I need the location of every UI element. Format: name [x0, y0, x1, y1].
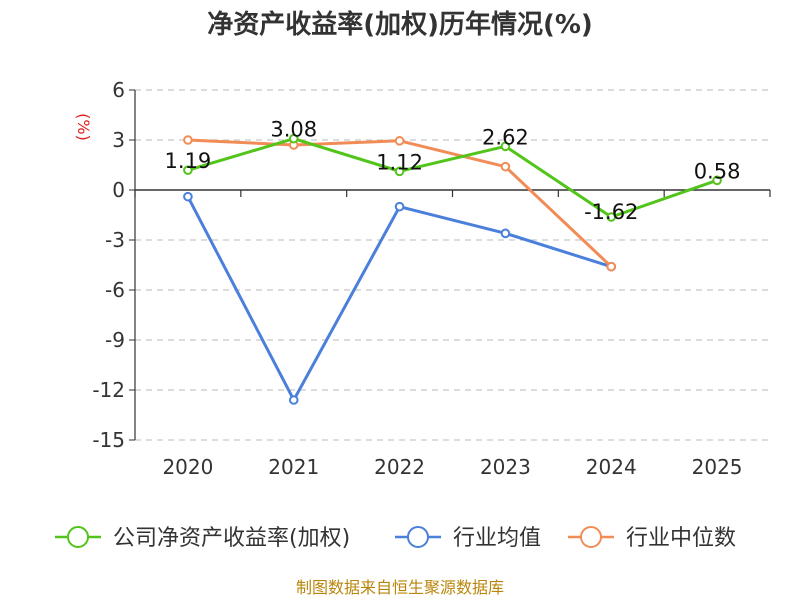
series-0-point-2024: [606, 212, 617, 222]
series-1-point-2020: [183, 191, 193, 202]
y-tick-label-0: 6: [112, 78, 125, 102]
y-axis-ticks: 6 3 0 -3 -6 -9 -12 -15: [92, 78, 136, 452]
x-tick-label-2021: 2021: [268, 455, 319, 479]
data-label-2023: 2.62: [482, 125, 529, 149]
series-2-point-2022: [394, 136, 405, 146]
data-label-2020: 1.19: [165, 149, 212, 173]
data-labels: 1.19 3.08 1.12 2.62 -1.62 0.58: [165, 118, 741, 224]
series-2-point-2024: [606, 261, 617, 272]
legend-marker-1: [407, 526, 429, 548]
series-line-0: [187, 137, 718, 219]
series-2-point-2020: [183, 135, 193, 145]
y-tick-label-1: 3: [112, 128, 125, 152]
series-0-point-2021: [288, 133, 299, 144]
y-tick-label-2: 0: [112, 178, 125, 202]
series-0-point-2025: [712, 175, 722, 186]
x-tick-label-2023: 2023: [480, 455, 531, 479]
series-1-point-2021: [288, 395, 299, 405]
data-label-2025: 0.58: [694, 159, 741, 183]
y-tick-label-4: -6: [105, 278, 125, 302]
grid-lines: [135, 89, 770, 441]
x-tick-label-2025: 2025: [692, 455, 743, 479]
legend-label-2: 行业中位数: [626, 526, 736, 551]
y-tick-label-7: -15: [92, 428, 125, 452]
data-label-2024: -1.62: [584, 200, 638, 224]
series-0-point-2022: [394, 166, 405, 177]
y-tick-label-6: -12: [92, 378, 125, 402]
x-axis: 2020 2021 2022 2023 2024 2025: [134, 189, 771, 479]
legend-item-1[interactable]: 行业均值: [395, 526, 541, 551]
source-note: 制图数据来自恒生聚源数据库: [296, 578, 504, 597]
y-tick-label-5: -9: [105, 328, 125, 352]
legend-label-1: 行业均值: [453, 526, 541, 551]
chart-title: 净资产收益率(加权)历年情况(%): [207, 9, 593, 40]
legend-item-2[interactable]: 行业中位数: [568, 526, 736, 551]
series-2-point-2023: [500, 161, 511, 172]
x-tick-label-2024: 2024: [586, 455, 637, 479]
data-label-2021: 3.08: [270, 118, 317, 142]
legend-marker-0: [67, 526, 89, 548]
series-layer: [183, 133, 722, 405]
y-tick-label-3: -3: [105, 228, 125, 252]
x-tick-label-2022: 2022: [374, 455, 425, 479]
series-1-point-2022: [394, 201, 405, 212]
legend-label-0: 公司净资产收益率(加权): [113, 526, 350, 551]
series-1-point-2023: [500, 228, 511, 239]
x-tick-label-2020: 2020: [162, 455, 213, 479]
legend[interactable]: 公司净资产收益率(加权) 行业均值 行业中位数: [55, 526, 736, 551]
series-0-point-2020: [183, 165, 193, 175]
series-0-point-2023: [500, 141, 511, 152]
legend-item-0[interactable]: 公司净资产收益率(加权): [55, 526, 350, 551]
series-line-1: [186, 196, 612, 402]
legend-marker-2: [580, 526, 602, 548]
data-label-2022: 1.12: [376, 150, 423, 174]
y-axis-label: (%): [74, 113, 93, 141]
